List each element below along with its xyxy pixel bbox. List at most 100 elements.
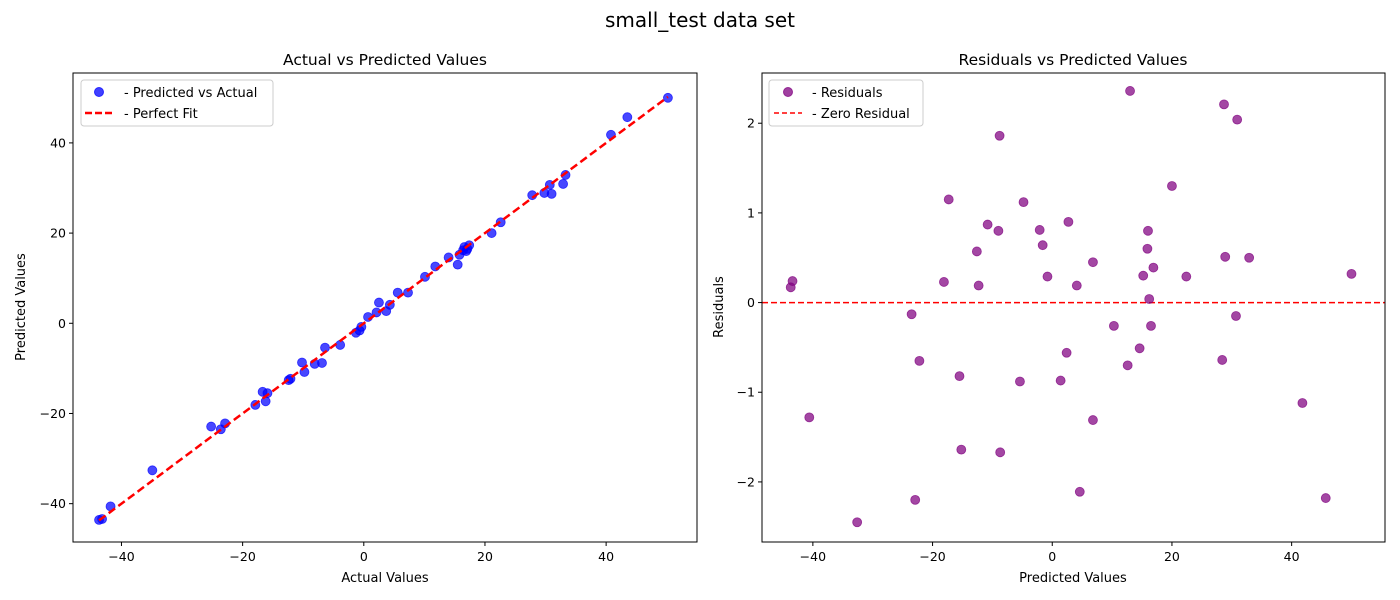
- y-tick-label: 1: [747, 205, 755, 220]
- y-axis-label: Residuals: [712, 276, 727, 338]
- perfect-fit-line-path: [98, 95, 669, 522]
- y-tick-label: 20: [50, 226, 66, 241]
- data-point: [1146, 320, 1156, 331]
- data-point: [1122, 360, 1133, 371]
- y-axis-label: Predicted Values: [14, 253, 29, 361]
- data-point: [147, 465, 158, 476]
- y-tick-label: 0: [747, 295, 755, 310]
- x-axis-label: Actual Values: [341, 571, 429, 586]
- data-point: [1320, 493, 1331, 503]
- x-tick-label: −40: [108, 549, 134, 564]
- legend-label-perfect-fit: - Perfect Fit: [124, 107, 198, 122]
- residuals-vs-predicted-chart: Residuals vs Predicted Values −40 −20 0 20 4…: [712, 51, 1386, 586]
- data-point: [1015, 376, 1025, 387]
- data-point: [1138, 270, 1149, 281]
- figure-title: small_test data set: [604, 8, 795, 32]
- x-axis-label: Predicted Values: [1019, 571, 1127, 586]
- y-tick-label: 40: [50, 135, 66, 150]
- legend-marker-residuals: [783, 87, 793, 97]
- data-point: [993, 225, 1004, 236]
- data-point: [1088, 257, 1098, 268]
- x-tick-label: 0: [360, 549, 368, 564]
- data-point: [374, 297, 384, 308]
- data-point: [939, 277, 949, 287]
- data-point: [1231, 311, 1241, 321]
- data-point: [1142, 243, 1153, 254]
- data-point: [1219, 99, 1229, 110]
- data-point: [1034, 225, 1045, 235]
- data-point: [1042, 271, 1053, 282]
- data-point: [995, 447, 1006, 458]
- data-point: [1071, 280, 1082, 291]
- predicted-vs-actual-points: [94, 92, 673, 525]
- x-tick-label: 40: [598, 549, 614, 564]
- data-point: [852, 517, 863, 528]
- data-point: [910, 494, 921, 505]
- y-tick-label: −40: [40, 496, 66, 511]
- data-point: [1055, 375, 1066, 386]
- data-point: [206, 421, 217, 432]
- data-point: [906, 309, 917, 320]
- data-point: [1181, 271, 1192, 282]
- y-tick-label: −2: [737, 474, 755, 489]
- data-point: [1346, 268, 1357, 279]
- residual-points: [785, 86, 1357, 528]
- data-point: [1143, 225, 1153, 236]
- data-point: [787, 276, 798, 286]
- data-point: [1232, 114, 1243, 125]
- data-point: [297, 357, 307, 368]
- data-point: [622, 112, 633, 123]
- data-point: [1061, 347, 1072, 358]
- chart-title-residuals-vs-predicted: Residuals vs Predicted Values: [959, 51, 1188, 69]
- data-point: [1108, 320, 1119, 331]
- data-point: [973, 280, 984, 291]
- legend-label-predicted-vs-actual: - Predicted vs Actual: [124, 86, 257, 101]
- x-axis-ticks: −40 −20 0 20 40: [800, 542, 1300, 564]
- legend-label-zero-residual: - Zero Residual: [812, 107, 910, 122]
- x-tick-label: 40: [1284, 549, 1300, 564]
- data-point: [1134, 343, 1145, 354]
- x-tick-label: 0: [1048, 549, 1056, 564]
- data-point: [914, 355, 925, 366]
- data-point: [1217, 355, 1228, 365]
- data-point: [546, 188, 557, 199]
- data-point: [954, 371, 965, 382]
- data-point: [1297, 398, 1308, 408]
- data-point: [1125, 86, 1135, 96]
- data-point: [1037, 240, 1048, 251]
- data-point: [1244, 252, 1255, 263]
- legend-label-residuals: - Residuals: [812, 86, 883, 101]
- data-point: [452, 259, 463, 270]
- y-tick-label: −1: [737, 385, 755, 400]
- data-point: [994, 130, 1005, 141]
- y-tick-label: 0: [58, 316, 66, 331]
- plot-frame: [761, 72, 1386, 543]
- data-point: [1167, 181, 1177, 191]
- data-point: [956, 444, 967, 455]
- legend-box: [768, 79, 924, 127]
- y-tick-label: 2: [747, 116, 755, 131]
- data-point: [1148, 262, 1159, 273]
- legend-box: [80, 79, 274, 127]
- data-point: [1144, 294, 1155, 304]
- x-tick-label: −40: [800, 549, 826, 564]
- data-point: [804, 412, 815, 423]
- legend-marker-predicted-vs-actual: [94, 87, 104, 97]
- data-point: [982, 219, 993, 230]
- legend: - Predicted vs Actual - Perfect Fit: [80, 79, 274, 127]
- x-tick-label: 20: [477, 549, 493, 564]
- data-point: [943, 194, 954, 205]
- data-point: [1220, 251, 1231, 262]
- legend: - Residuals - Zero Residual: [768, 79, 924, 127]
- actual-vs-predicted-chart: Actual vs Predicted Values −40 −20 0 20 40 −…: [14, 51, 698, 586]
- y-axis-ticks: −40 −20 0 20 40: [40, 135, 73, 511]
- x-axis-ticks: −40 −20 0 20 40: [108, 542, 614, 564]
- x-tick-label: −20: [919, 549, 945, 564]
- data-point: [558, 179, 569, 189]
- data-point: [971, 246, 982, 257]
- data-point: [1018, 197, 1029, 208]
- x-tick-label: 20: [1164, 549, 1180, 564]
- data-point: [403, 287, 413, 298]
- plot-frame: [72, 72, 698, 543]
